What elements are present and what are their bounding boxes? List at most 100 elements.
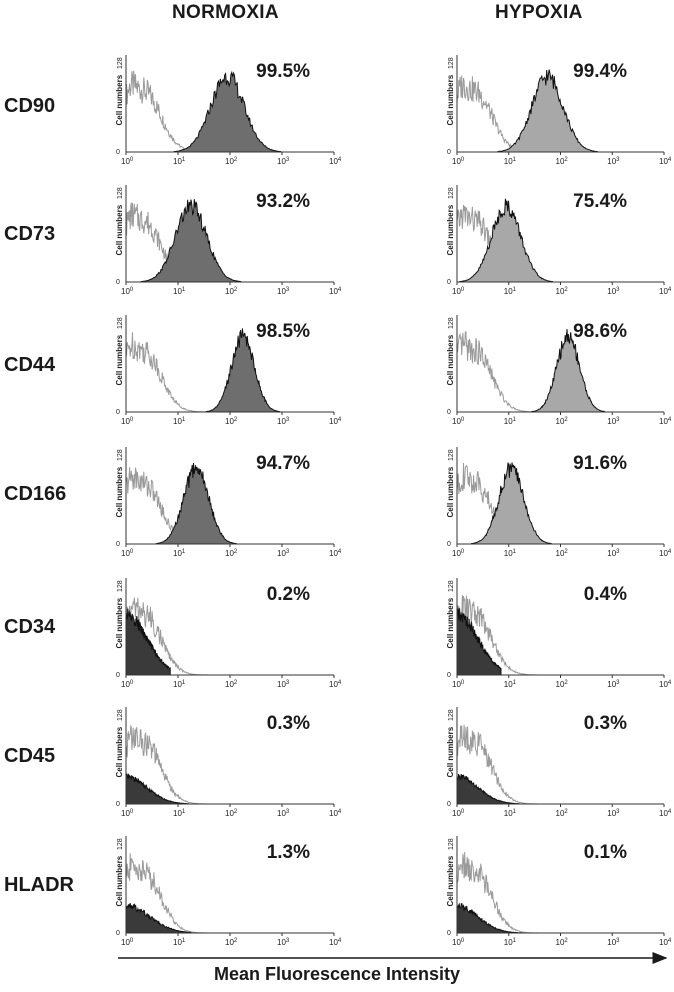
y-min-tick: 0 bbox=[116, 279, 120, 286]
x-tick-label: 103 bbox=[607, 417, 620, 426]
row-label-cd34: CD34 bbox=[4, 616, 56, 638]
y-min-tick: 0 bbox=[116, 801, 120, 808]
percent-label: 0.1% bbox=[584, 842, 627, 863]
y-min-tick: 0 bbox=[116, 930, 120, 937]
marker-histogram bbox=[497, 69, 598, 153]
percent-label: 99.4% bbox=[573, 61, 627, 82]
x-tick-label: 104 bbox=[659, 809, 672, 818]
control-histogram bbox=[456, 595, 540, 676]
x-tick-label: 102 bbox=[556, 287, 569, 296]
x-tick-label: 104 bbox=[329, 157, 342, 166]
x-tick-label: 103 bbox=[607, 549, 620, 558]
control-histogram bbox=[125, 332, 210, 413]
percent-label: 98.6% bbox=[573, 321, 627, 342]
x-tick-label: 100 bbox=[452, 417, 465, 426]
x-tick-label: 101 bbox=[504, 287, 517, 296]
x-tick-label: 102 bbox=[556, 809, 569, 818]
x-tick-label: 101 bbox=[504, 417, 517, 426]
x-tick-label: 101 bbox=[504, 809, 517, 818]
x-tick-label: 100 bbox=[452, 287, 465, 296]
x-tick-label: 100 bbox=[121, 417, 134, 426]
x-tick-label: 104 bbox=[329, 680, 342, 689]
column-title-hypoxia: HYPOXIA bbox=[495, 2, 583, 23]
x-tick-label: 102 bbox=[225, 417, 238, 426]
y-max-tick: 128 bbox=[117, 317, 124, 329]
y-min-tick: 0 bbox=[447, 541, 451, 548]
y-min-tick: 0 bbox=[447, 279, 451, 286]
marker-histogram bbox=[205, 328, 281, 413]
marker-histogram bbox=[155, 462, 237, 545]
x-tick-label: 101 bbox=[173, 549, 186, 558]
x-tick-label: 102 bbox=[225, 157, 238, 166]
x-tick-label: 102 bbox=[556, 549, 569, 558]
control-histogram bbox=[456, 724, 540, 805]
x-tick-label: 104 bbox=[329, 287, 342, 296]
x-tick-label: 100 bbox=[452, 549, 465, 558]
percent-label: 98.5% bbox=[256, 321, 310, 342]
y-axis-label: Cell numbers bbox=[446, 74, 455, 125]
y-min-tick: 0 bbox=[447, 801, 451, 808]
percent-label: 75.4% bbox=[573, 191, 627, 212]
row-label-cd45: CD45 bbox=[4, 745, 56, 767]
marker-histogram bbox=[531, 329, 606, 413]
y-max-tick: 128 bbox=[448, 57, 455, 69]
percent-label: 0.3% bbox=[584, 713, 627, 734]
percent-label: 91.6% bbox=[573, 453, 627, 474]
y-min-tick: 0 bbox=[447, 930, 451, 937]
marker-histogram bbox=[456, 773, 520, 805]
control-histogram bbox=[456, 331, 540, 413]
x-tick-label: 100 bbox=[121, 938, 134, 947]
x-tick-label: 103 bbox=[607, 938, 620, 947]
percent-label: 0.2% bbox=[267, 584, 310, 605]
x-tick-label: 100 bbox=[121, 287, 134, 296]
y-axis-label: Cell numbers bbox=[446, 597, 455, 648]
x-tick-label: 101 bbox=[173, 287, 186, 296]
x-tick-label: 104 bbox=[329, 417, 342, 426]
y-max-tick: 128 bbox=[448, 838, 455, 850]
x-tick-label: 102 bbox=[225, 549, 238, 558]
x-tick-label: 101 bbox=[173, 938, 186, 947]
x-tick-label: 101 bbox=[173, 809, 186, 818]
percent-label: 0.3% bbox=[267, 713, 310, 734]
y-max-tick: 128 bbox=[117, 580, 124, 592]
y-max-tick: 128 bbox=[448, 187, 455, 199]
x-tick-label: 100 bbox=[121, 809, 134, 818]
x-axis-title: Mean Fluorescence Intensity bbox=[213, 964, 461, 984]
x-tick-label: 102 bbox=[225, 680, 238, 689]
x-tick-label: 101 bbox=[504, 680, 517, 689]
x-tick-label: 103 bbox=[277, 809, 290, 818]
x-tick-label: 100 bbox=[452, 680, 465, 689]
x-tick-label: 101 bbox=[504, 549, 517, 558]
x-tick-label: 103 bbox=[607, 680, 620, 689]
x-tick-label: 104 bbox=[659, 680, 672, 689]
y-axis-label: Cell numbers bbox=[115, 74, 124, 125]
percent-label: 93.2% bbox=[256, 191, 310, 212]
x-tick-label: 104 bbox=[329, 938, 342, 947]
x-tick-label: 102 bbox=[556, 938, 569, 947]
marker-histogram bbox=[456, 608, 502, 676]
y-min-tick: 0 bbox=[116, 541, 120, 548]
x-tick-label: 103 bbox=[607, 287, 620, 296]
percent-label: 0.4% bbox=[584, 584, 627, 605]
x-tick-label: 103 bbox=[277, 287, 290, 296]
y-min-tick: 0 bbox=[447, 409, 451, 416]
y-axis-label: Cell numbers bbox=[115, 855, 124, 906]
y-axis-label: Cell numbers bbox=[115, 597, 124, 648]
y-axis-label: Cell numbers bbox=[446, 204, 455, 255]
x-tick-label: 102 bbox=[556, 680, 569, 689]
x-tick-label: 101 bbox=[173, 417, 186, 426]
y-axis-label: Cell numbers bbox=[446, 726, 455, 777]
y-max-tick: 128 bbox=[117, 57, 124, 69]
x-tick-label: 100 bbox=[452, 938, 465, 947]
y-max-tick: 128 bbox=[448, 709, 455, 721]
x-tick-label: 101 bbox=[173, 157, 186, 166]
y-axis-label: Cell numbers bbox=[115, 726, 124, 777]
